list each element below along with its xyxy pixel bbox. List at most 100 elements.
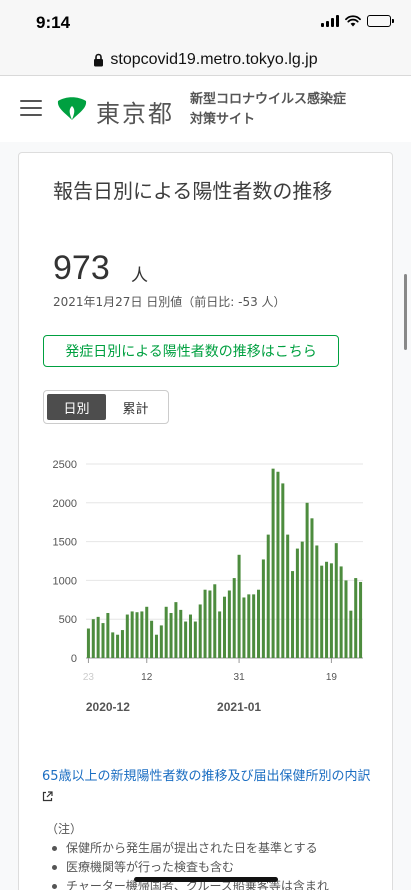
bar[interactable] — [116, 634, 120, 658]
x-tick-label: 12 — [141, 672, 153, 683]
onset-date-link-button[interactable]: 発症日別による陽性者数の推移はこちら — [43, 335, 339, 367]
bar[interactable] — [344, 580, 348, 658]
address-bar[interactable]: stopcovid19.metro.tokyo.lg.jp — [0, 44, 411, 76]
bar[interactable] — [295, 548, 299, 658]
status-bar: 9:14 — [0, 0, 411, 44]
y-tick-label: 1000 — [53, 575, 77, 587]
bar[interactable] — [150, 620, 154, 658]
bar[interactable] — [227, 590, 231, 658]
site-title-line1: 新型コロナウイルス感染症 — [190, 92, 347, 107]
bar[interactable] — [96, 616, 100, 658]
bar[interactable] — [208, 590, 212, 658]
bar[interactable] — [257, 589, 261, 658]
bar[interactable] — [359, 581, 363, 658]
bar[interactable] — [140, 611, 144, 658]
lock-icon — [94, 53, 104, 66]
bar[interactable] — [354, 578, 358, 658]
date-note: 2021年1月27日 日別値（前日比: -53 人） — [53, 295, 286, 309]
bar[interactable] — [300, 541, 304, 658]
bar[interactable] — [111, 632, 115, 658]
signal-icon — [321, 15, 339, 27]
external-link-icon — [42, 791, 53, 802]
y-tick-label: 500 — [59, 614, 77, 626]
bar[interactable] — [91, 619, 95, 658]
status-icons — [321, 15, 394, 27]
bar[interactable] — [237, 554, 241, 658]
bar[interactable] — [106, 612, 110, 658]
bar[interactable] — [193, 621, 197, 658]
note-item: 医療機関等が行った検査も含む — [48, 858, 329, 877]
scrollbar[interactable] — [404, 274, 407, 350]
bar[interactable] — [252, 594, 256, 658]
bar[interactable] — [329, 563, 333, 658]
bar[interactable] — [232, 578, 236, 658]
notes: （注） 保健所から発生届が提出された日を基準とする 医療機関等が行った検査も含む… — [46, 820, 329, 890]
bar[interactable] — [203, 589, 207, 658]
bar[interactable] — [135, 612, 139, 658]
tab-cumulative[interactable]: 累計 — [122, 401, 149, 417]
bar[interactable] — [145, 606, 149, 658]
note-item: チャーター機帰国者、クルーズ船乗客等は含まれ — [48, 877, 329, 890]
bar[interactable] — [315, 545, 319, 658]
positive-cases-card: 報告日別による陽性者数の推移 973 人 2021年1月27日 日別値（前日比:… — [18, 152, 393, 890]
bar[interactable] — [86, 628, 90, 658]
bar[interactable] — [291, 571, 295, 658]
bar[interactable] — [286, 534, 290, 658]
month-label: 2021-01 — [217, 700, 261, 714]
status-time: 9:14 — [36, 13, 71, 32]
y-tick-label: 0 — [71, 653, 77, 665]
bar[interactable] — [339, 566, 343, 658]
tokyo-ginkgo-logo-icon[interactable] — [56, 94, 88, 122]
positive-cases-bar-chart: 0 500 1000 1500 2000 2500 23 12 31 19 2020-12 2021-… — [53, 459, 363, 714]
x-tick-label: 19 — [326, 672, 338, 683]
y-tick-label: 2500 — [53, 459, 77, 471]
bar[interactable] — [310, 518, 314, 658]
bar[interactable] — [179, 609, 183, 658]
bar[interactable] — [125, 614, 129, 658]
bar[interactable] — [325, 561, 329, 658]
tokyo-logo-text[interactable]: 東京都 — [96, 100, 174, 128]
bar[interactable] — [184, 621, 188, 658]
bar[interactable] — [174, 602, 178, 658]
bar[interactable] — [266, 534, 270, 658]
x-tick-label: 23 — [83, 672, 95, 683]
bar[interactable] — [281, 483, 285, 658]
bar[interactable] — [242, 597, 246, 658]
note-item: 保健所から発生届が提出された日を基準とする — [48, 839, 329, 858]
bar[interactable] — [169, 612, 173, 658]
daily-value-unit: 人 — [131, 266, 148, 286]
bar[interactable] — [320, 565, 324, 658]
bar[interactable] — [271, 468, 275, 658]
bar[interactable] — [334, 543, 338, 658]
bar[interactable] — [305, 502, 309, 658]
home-indicator[interactable] — [134, 877, 278, 882]
bar[interactable] — [218, 611, 222, 658]
bar[interactable] — [349, 610, 353, 658]
bar[interactable] — [247, 594, 251, 658]
bar[interactable] — [101, 623, 105, 658]
bar[interactable] — [154, 634, 158, 658]
daily-cumulative-toggle: 日別 累計 — [43, 390, 169, 424]
bar[interactable] — [120, 630, 124, 658]
site-header: 東京都 新型コロナウイルス感染症 対策サイト — [0, 76, 411, 142]
bar[interactable] — [159, 625, 163, 658]
card-title: 報告日別による陽性者数の推移 — [53, 179, 333, 203]
bar[interactable] — [276, 471, 280, 658]
notes-heading: （注） — [46, 822, 83, 836]
bar[interactable] — [188, 614, 192, 658]
x-tick-label: 31 — [234, 672, 246, 683]
tab-daily[interactable]: 日別 — [47, 394, 106, 420]
site-title[interactable]: 新型コロナウイルス感染症 対策サイト — [190, 90, 346, 130]
bar[interactable] — [222, 596, 227, 658]
url-text: stopcovid19.metro.tokyo.lg.jp — [110, 50, 318, 68]
elderly-cases-link[interactable]: 65歳以上の新規陽性者数の推移及び届出保健所別の内訳 — [42, 766, 372, 808]
bar[interactable] — [164, 606, 168, 658]
bar[interactable] — [130, 611, 134, 658]
bar[interactable] — [198, 604, 202, 658]
bar[interactable] — [213, 584, 217, 658]
month-label: 2020-12 — [86, 700, 130, 714]
hamburger-menu-button[interactable] — [20, 100, 42, 116]
bar[interactable] — [261, 559, 265, 658]
y-tick-label: 1500 — [53, 537, 77, 549]
y-tick-label: 2000 — [53, 498, 77, 510]
